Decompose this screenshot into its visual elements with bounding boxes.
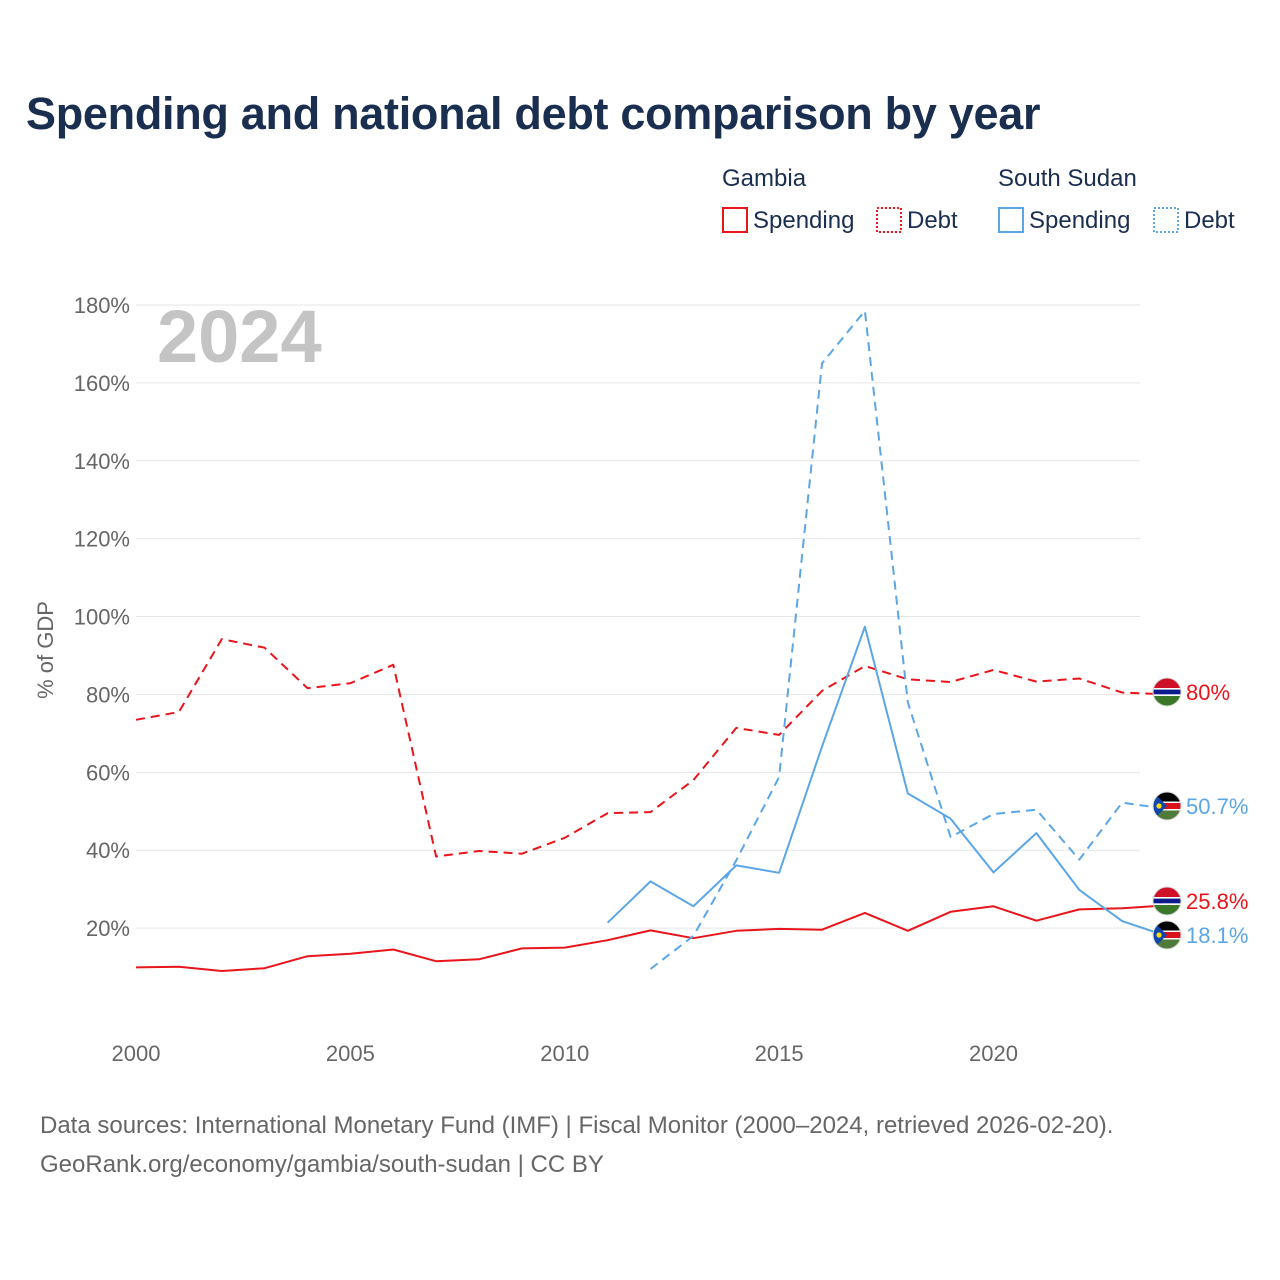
gambia-flag-icon <box>1152 886 1182 916</box>
series-line-gambia-debt <box>135 638 1166 858</box>
chart: Gambia Spending Debt South Sudan Spendin… <box>33 165 1248 1066</box>
south-sudan-flag-stripes <box>1153 792 1181 820</box>
chart-title: Spending and national debt comparison by… <box>26 88 1041 139</box>
end-marker-south-sudan-debt: 50.7% <box>1152 791 1248 821</box>
legend: Gambia Spending Debt South Sudan Spendin… <box>722 165 1235 234</box>
legend-label-south-sudan-debt: Debt <box>1184 207 1235 234</box>
south-sudan-flag-stripes <box>1153 921 1181 949</box>
end-value-label: 50.7% <box>1186 794 1248 819</box>
legend-swatch-south-sudan-spending <box>998 207 1024 233</box>
gridlines <box>136 304 1140 929</box>
end-marker-gambia-debt: 80% <box>1152 677 1230 707</box>
end-marker-south-sudan-spending: 18.1% <box>1152 920 1248 950</box>
y-tick-label: 180% <box>74 293 130 318</box>
legend-swatch-gambia-spending <box>722 207 748 233</box>
south-sudan-flag-icon <box>1152 791 1182 821</box>
legend-group-gambia: Gambia <box>722 165 807 192</box>
y-tick-label: 140% <box>74 449 130 474</box>
x-tick-label: 2015 <box>755 1041 804 1066</box>
x-axis: 2000 2005 2010 2015 2020 <box>112 1041 1018 1066</box>
x-tick-label: 2020 <box>969 1041 1018 1066</box>
series-line-south-sudan-spending <box>606 625 1166 937</box>
y-tick-label: 120% <box>74 527 130 552</box>
source-url: GeoRank.org/economy/gambia/south-sudan |… <box>40 1151 604 1178</box>
x-tick-label: 2010 <box>540 1041 589 1066</box>
legend-label-south-sudan-spending: Spending <box>1029 207 1130 234</box>
end-markers: 25.8% 80% 18.1% 50.7% <box>1152 677 1248 950</box>
y-tick-label: 160% <box>74 371 130 396</box>
end-marker-gambia-spending: 25.8% <box>1152 886 1248 916</box>
gambia-flag-stripes <box>1153 678 1181 706</box>
y-axis: 20% 40% 60% 80% 100% 120% 140% 160% 180% <box>74 293 130 941</box>
x-tick-label: 2005 <box>326 1041 375 1066</box>
y-axis-title: % of GDP <box>33 601 58 699</box>
series-line-gambia-spending <box>135 904 1166 972</box>
series-line-south-sudan-debt <box>649 309 1166 970</box>
y-tick-label: 40% <box>86 838 130 863</box>
end-value-label: 25.8% <box>1186 889 1248 914</box>
legend-label-gambia-debt: Debt <box>907 207 958 234</box>
y-tick-label: 20% <box>86 916 130 941</box>
gambia-flag-icon <box>1152 677 1182 707</box>
data-source-note: Data sources: International Monetary Fun… <box>40 1112 1114 1139</box>
end-value-label: 18.1% <box>1186 923 1248 948</box>
x-tick-label: 2000 <box>112 1041 161 1066</box>
y-tick-label: 60% <box>86 760 130 785</box>
y-tick-label: 80% <box>86 682 130 707</box>
y-tick-label: 100% <box>74 605 130 630</box>
gambia-flag-stripes <box>1153 887 1181 915</box>
series-layer <box>135 309 1166 972</box>
south-sudan-flag-icon <box>1152 920 1182 950</box>
year-watermark: 2024 <box>157 295 322 378</box>
legend-swatch-south-sudan-debt <box>1153 207 1179 233</box>
legend-label-gambia-spending: Spending <box>753 207 854 234</box>
legend-group-south-sudan: South Sudan <box>998 165 1137 192</box>
footer: Data sources: International Monetary Fun… <box>40 1106 1240 1184</box>
legend-swatch-gambia-debt <box>876 207 902 233</box>
end-value-label: 80% <box>1186 680 1230 705</box>
